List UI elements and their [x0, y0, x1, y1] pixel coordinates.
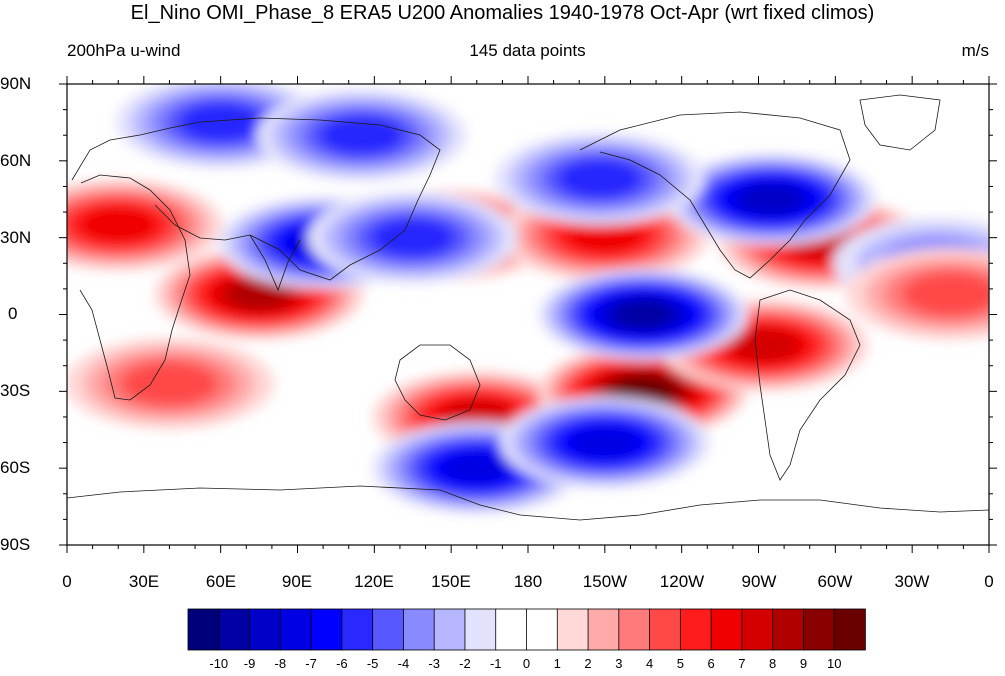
colorbar-label: -1 [489, 656, 502, 671]
anomaly-contour [443, 452, 511, 485]
coast-australia [394, 344, 481, 421]
colorbar-label: -5 [366, 656, 379, 671]
colorbar-label: 10 [826, 656, 842, 671]
anomaly-contour [571, 426, 639, 459]
axis-ticks [59, 76, 997, 553]
colorbar-label: 5 [676, 656, 684, 671]
coast-south-america [754, 289, 861, 481]
colorbar-box [587, 608, 620, 651]
colorbar-box [403, 608, 435, 651]
anomaly-contour [729, 329, 798, 362]
coast-antarctica [67, 485, 989, 521]
lon-label-120e: 120E [354, 572, 394, 591]
colorbar-box [464, 608, 497, 651]
lat-label-30n: 30N [0, 228, 32, 247]
colorbar-label: 1 [553, 656, 561, 671]
plot-title: El_Nino OMI_Phase_8 ERA5 U200 Anomalies … [130, 2, 875, 24]
colorbar-label: -7 [305, 656, 317, 671]
colorbar-box [279, 608, 312, 651]
colorbar-box [833, 608, 866, 651]
map-field [67, 84, 989, 545]
colorbar-box [526, 608, 559, 651]
colorbar-label: 7 [738, 656, 746, 671]
lat-label-60n: 60N [0, 151, 32, 170]
lon-label-60e: 60E [205, 572, 237, 591]
lat-label-30s: 30S [0, 381, 31, 400]
coast-eurasia [71, 117, 441, 281]
colorbar [187, 608, 866, 651]
colorbar-box [249, 608, 282, 651]
anomaly-contour [902, 272, 989, 317]
lon-label-150w: 150W [582, 572, 628, 591]
coastlines [67, 94, 989, 521]
colorbar-label: 6 [707, 656, 715, 671]
lon-label-150e: 150E [431, 572, 471, 591]
anomaly-contour [740, 184, 803, 215]
anomaly-contour [227, 279, 291, 309]
coast-greenland [859, 94, 941, 151]
colorbar-label: 4 [645, 656, 654, 671]
coast-north-america [579, 111, 851, 279]
lon-label-30e: 30E [128, 572, 160, 591]
anomaly-contour [558, 159, 642, 199]
coast-africa [79, 174, 191, 401]
lon-label-0: 0 [62, 572, 72, 591]
colorbar-box [618, 608, 651, 651]
colorbar-box [433, 608, 466, 651]
colorbar-box [679, 608, 712, 651]
colorbar-box [741, 608, 774, 651]
colorbar-box [310, 608, 343, 651]
colorbar-label: -4 [397, 656, 410, 671]
colorbar-box [772, 608, 805, 651]
colorbar-label: 2 [584, 656, 592, 671]
lat-label-90n: 90N [0, 74, 32, 93]
colorbar-label: 0 [522, 656, 531, 671]
units-string: m/s [961, 41, 989, 60]
colorbar-box [372, 608, 405, 651]
colorbar-box [710, 608, 743, 651]
colorbar-label: -2 [459, 656, 471, 671]
colorbar-label: 9 [799, 656, 808, 671]
lat-label-eq: 0 [8, 304, 18, 323]
anomaly-contour [567, 217, 642, 253]
colorbar-label: -3 [428, 656, 440, 671]
lat-label-90s: 90S [0, 535, 31, 554]
lat-label-60s: 60S [0, 458, 31, 477]
lon-label-60w: 60W [817, 572, 853, 591]
lon-label-180: 180 [513, 572, 543, 591]
colorbar-box [495, 608, 528, 651]
colorbar-box [556, 608, 589, 651]
anomaly-contour [614, 300, 673, 329]
colorbar-label: -9 [243, 656, 256, 671]
colorbar-label: -6 [336, 656, 348, 671]
left-string: 200hPa u-wind [67, 41, 181, 60]
lon-label-120w: 120W [659, 572, 705, 591]
colorbar-box [649, 608, 682, 651]
colorbar-label: -10 [209, 656, 229, 671]
anomaly-contour [319, 115, 404, 155]
anomaly-contour [81, 207, 156, 243]
colorbar-label: 8 [769, 656, 777, 671]
anomaly-contour [121, 361, 218, 406]
colorbar-box [341, 608, 374, 651]
anomaly-contour [371, 218, 455, 257]
lon-label-30w: 30W [894, 572, 930, 591]
lon-label-90w: 90W [741, 572, 777, 591]
colorbar-label: -8 [274, 656, 287, 671]
colorbar-box [187, 608, 220, 651]
colorbar-label: 3 [615, 656, 623, 671]
lon-label-90e: 90E [281, 572, 313, 591]
anomaly-contour [179, 103, 263, 142]
center-string: 145 data points [469, 41, 586, 60]
coast-india [249, 234, 301, 292]
lon-label-360: 0 [984, 572, 994, 591]
colorbar-box [218, 608, 251, 651]
colorbar-box [803, 608, 836, 651]
